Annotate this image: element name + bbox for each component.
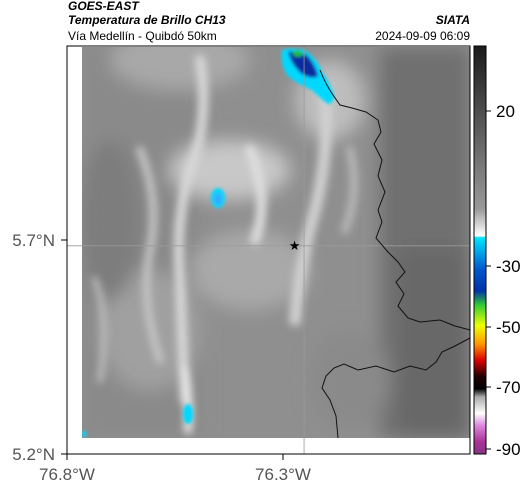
lat-tick-label-1: 5.2°N bbox=[12, 445, 55, 464]
lon-tick-label-0: 76.8°W bbox=[39, 465, 95, 484]
satellite-title: GOES-EAST bbox=[68, 0, 139, 13]
temperature-field bbox=[82, 47, 470, 438]
colorbar-label-m90: -90 bbox=[496, 440, 521, 459]
borders bbox=[319, 69, 471, 439]
colorbar-ticks bbox=[486, 110, 491, 450]
lat-tick-label-0: 5.7°N bbox=[12, 231, 55, 250]
product-title: Temperatura de Brillo CH13 bbox=[68, 13, 226, 27]
map-frame bbox=[66, 45, 471, 455]
axis-ticks bbox=[61, 239, 284, 460]
organization-label: SIATA bbox=[435, 13, 470, 27]
colorbar bbox=[473, 45, 487, 455]
route-subtitle: Vía Medellín - Quibdó 50km bbox=[68, 29, 217, 43]
colorbar-label-m50: -50 bbox=[496, 318, 521, 337]
colorbar-label-20: 20 bbox=[496, 102, 515, 121]
colorbar-label-m30: -30 bbox=[496, 257, 521, 276]
lon-tick-label-1: 76.3°W bbox=[255, 465, 311, 484]
location-star-icon: ★ bbox=[289, 239, 301, 254]
datetime-label: 2024-09-09 06:09 bbox=[375, 29, 470, 43]
colorbar-label-m70: -70 bbox=[496, 378, 521, 397]
